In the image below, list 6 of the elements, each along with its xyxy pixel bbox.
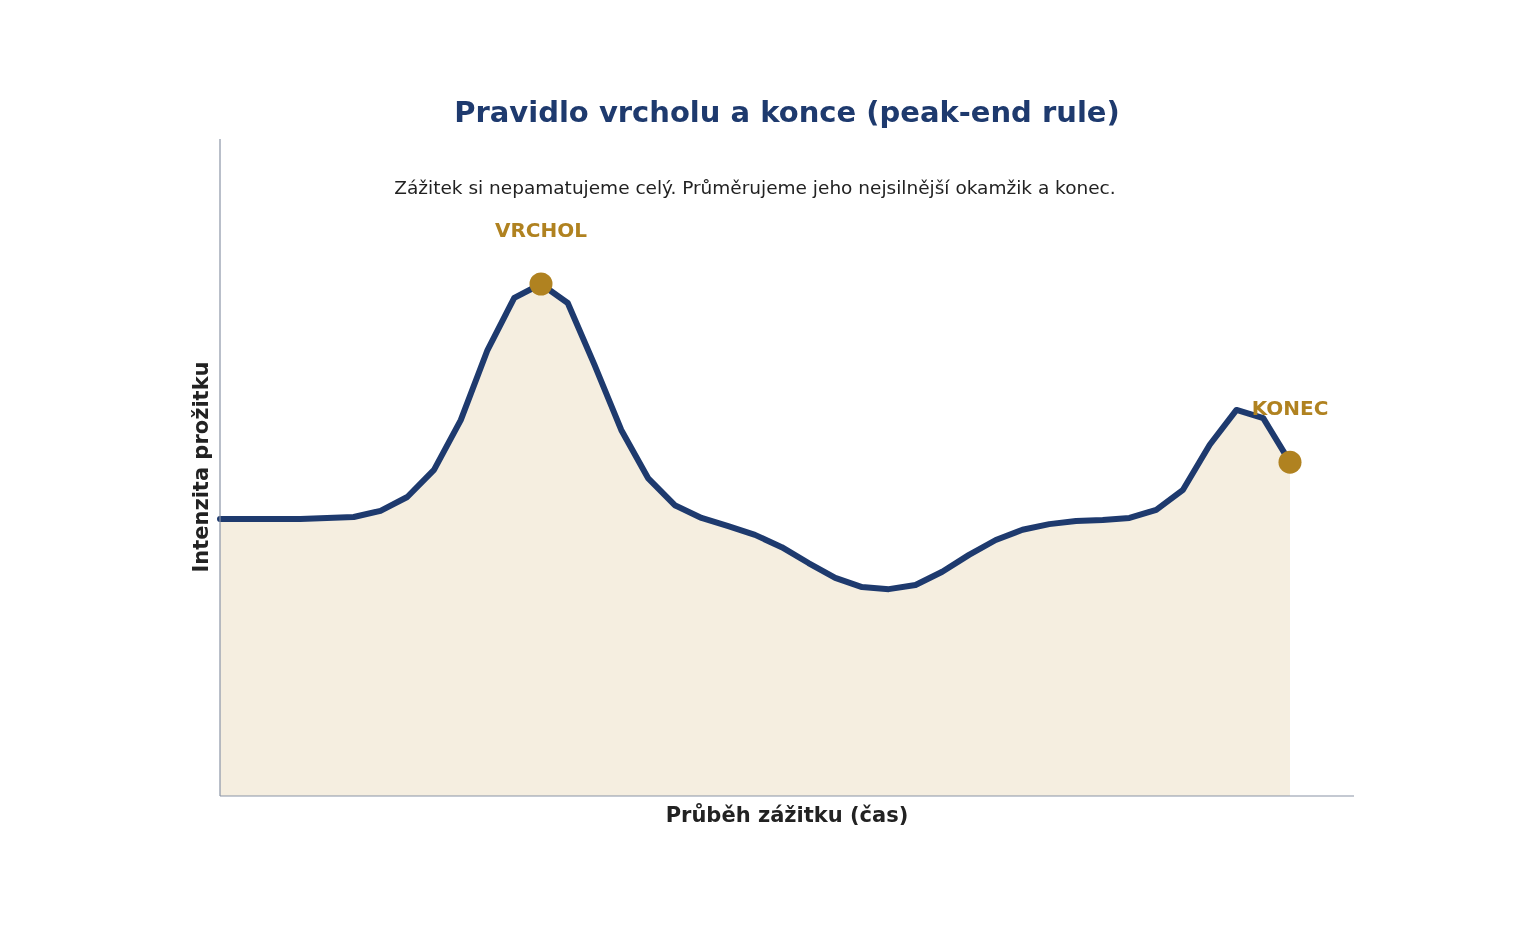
- chart-title: Pravidlo vrcholu a konce (peak-end rule): [454, 95, 1120, 129]
- y-axis-title: Intenzita prožitku: [189, 361, 213, 573]
- x-axis-title: Průběh zážitku (čas): [665, 803, 909, 827]
- annotation: VRCHOL: [494, 218, 588, 242]
- annotation: KONEC: [1251, 396, 1329, 421]
- chart-subtitle: Zážitek si nepamatujeme celý. Průměrujeme jeho nejsilnější okamžik a konec.: [394, 177, 1116, 198]
